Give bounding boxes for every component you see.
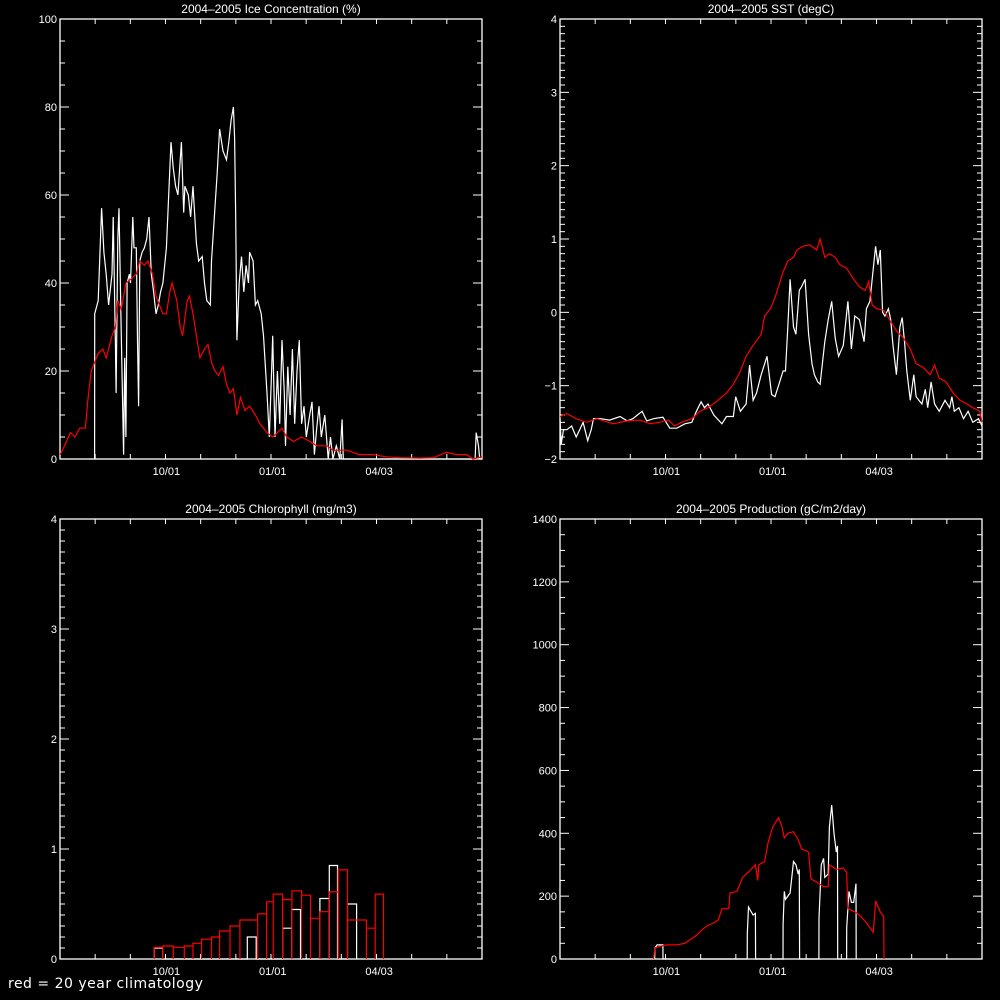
y-tick-label: 400	[539, 828, 557, 840]
y-tick-label: 3	[51, 624, 57, 636]
observed-series-line	[153, 864, 358, 960]
y-tick-label: 1400	[533, 514, 557, 526]
chart-title: 2004–2005 Ice Concentration (%)	[181, 2, 360, 16]
y-tick-label: 2	[551, 161, 557, 173]
y-tick-label: 20	[45, 366, 57, 378]
y-tick-label: 80	[45, 102, 57, 114]
x-tick-label: 04/03	[365, 966, 393, 978]
x-tick-label: 04/03	[865, 466, 893, 478]
y-tick-label: 60	[45, 190, 57, 202]
ice-concentration-panel: 2004–2005 Ice Concentration (%) 10/01 01/0…	[39, 2, 483, 478]
y-tick-label: 4	[551, 14, 557, 26]
y-tick-label: 600	[539, 765, 557, 777]
y-tick-label: −2	[544, 454, 557, 466]
y-tick-label: 100	[39, 14, 57, 26]
y-tick-label: 2	[51, 734, 57, 746]
sst-panel: 2004–2005 SST (degC) 10/01 01/01 04/03 −2 −1 0…	[544, 2, 983, 478]
y-tick-label: 1	[551, 234, 557, 246]
x-tick-label: 04/03	[365, 466, 393, 478]
x-tick-label: 10/01	[153, 966, 181, 978]
x-tick-label: 01/01	[259, 966, 287, 978]
y-tick-label: 40	[45, 278, 57, 290]
observed-series-line	[559, 246, 983, 445]
plot-frame	[559, 518, 983, 960]
climatology-series-line	[59, 259, 483, 460]
y-tick-label: 4	[51, 514, 57, 526]
x-tick-label: 01/01	[759, 966, 787, 978]
y-tick-label: 3	[551, 87, 557, 99]
chlorophyll-panel: 2004–2005 Chlorophyll (mg/m3) 10/01 01/01 0…	[51, 502, 483, 978]
y-tick-label: 0	[51, 454, 57, 466]
y-tick-label: 1200	[533, 577, 557, 589]
x-tick-label: 01/01	[259, 466, 287, 478]
y-tick-label: 1	[51, 844, 57, 856]
x-tick-label: 04/03	[865, 966, 893, 978]
plot-frame	[59, 518, 483, 960]
chart-title: 2004–2005 SST (degC)	[708, 2, 835, 16]
y-tick-label: −1	[544, 381, 557, 393]
y-tick-label: 0	[51, 954, 57, 966]
legend-note: red = 20 year climatology	[8, 976, 204, 992]
climatology-series-line	[653, 816, 885, 960]
x-tick-label: 01/01	[759, 466, 787, 478]
production-panel: 2004–2005 Production (gC/m2/day) 10/01 01/…	[533, 502, 983, 978]
y-tick-label: 0	[551, 307, 557, 319]
x-tick-label: 10/01	[153, 466, 181, 478]
observed-series-line	[654, 804, 857, 960]
y-tick-label: 0	[551, 954, 557, 966]
observed-series-line	[94, 106, 482, 460]
climatology-series-line	[153, 869, 385, 959]
y-tick-label: 800	[539, 703, 557, 715]
chart-title: 2004–2005 Production (gC/m2/day)	[676, 502, 866, 516]
y-tick-label: 200	[539, 891, 557, 903]
chart-title: 2004–2005 Chlorophyll (mg/m3)	[185, 502, 356, 516]
x-tick-label: 10/01	[653, 466, 681, 478]
y-tick-label: 1000	[533, 640, 557, 652]
climatology-series-line	[559, 236, 983, 427]
x-tick-label: 10/01	[653, 966, 681, 978]
